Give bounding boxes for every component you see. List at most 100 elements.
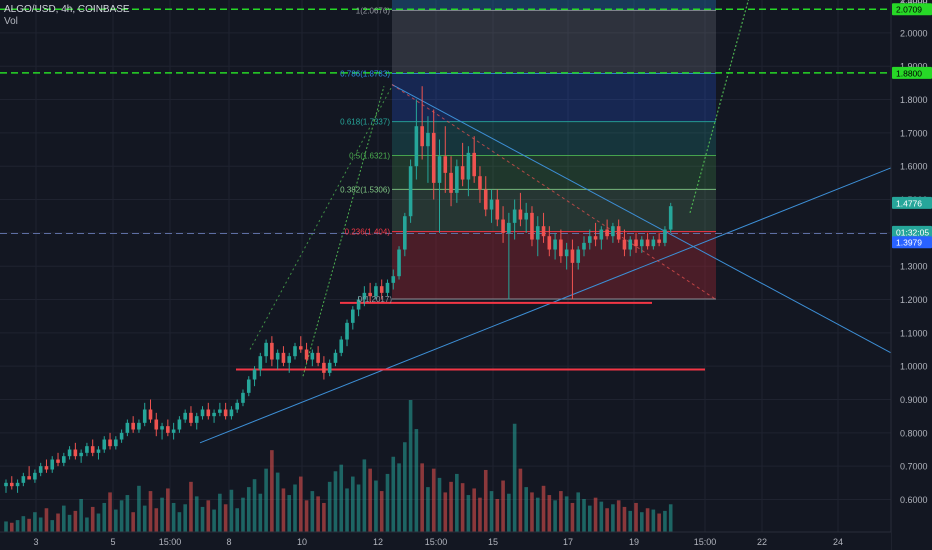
candle-body: [287, 356, 292, 363]
volume-bar: [102, 502, 107, 532]
volume-bar: [166, 488, 170, 532]
candle-body: [576, 249, 581, 263]
candle-body: [44, 466, 49, 470]
volume-bar: [96, 513, 101, 532]
volume-bar: [212, 509, 216, 532]
candle-body: [189, 412, 193, 423]
volume-bar: [206, 500, 211, 532]
volume-bar: [119, 500, 124, 532]
volume-bar: [460, 483, 465, 532]
candle-body: [218, 409, 222, 413]
candle-body: [33, 472, 37, 480]
price-tick-label: 1.1000: [900, 328, 928, 338]
volume-bar: [466, 495, 471, 532]
volume-bar: [171, 502, 176, 532]
candle-body: [385, 282, 390, 293]
volume-bar: [553, 500, 557, 532]
volume-bar: [634, 502, 638, 532]
volume-bar: [356, 484, 361, 532]
trend-drawings: [199, 0, 892, 444]
volume-bar: [414, 429, 419, 532]
price-tick-label: 0.7000: [900, 462, 928, 472]
fib-level-label: 1(2.0676): [356, 6, 391, 15]
candle-body: [668, 206, 673, 230]
candle-body: [374, 286, 378, 297]
fib-level-label: 0.5(1.6321): [349, 152, 390, 161]
volume-bar: [345, 488, 349, 532]
volume-bar: [177, 512, 182, 532]
candle-body: [379, 286, 384, 293]
candle-body: [512, 209, 517, 223]
candle-body: [67, 449, 72, 457]
candle-body: [535, 226, 540, 240]
volume-bar: [663, 510, 667, 532]
candle-body: [651, 239, 656, 247]
volume-bar: [108, 492, 112, 532]
time-tick-label: 8: [226, 537, 231, 547]
volume-bar: [287, 495, 292, 532]
time-tick-label: 10: [297, 537, 307, 547]
price-tick-label: 1.3000: [900, 262, 928, 272]
volume-bar: [564, 496, 569, 532]
candle-body: [362, 292, 367, 300]
volume-bar: [657, 513, 661, 532]
volume-bar: [298, 476, 303, 532]
candle-body: [327, 362, 332, 373]
volume-bar: [368, 468, 372, 532]
volume-bar: [90, 506, 95, 532]
volume-bar: [570, 502, 575, 532]
price-tick-label: 1.7000: [900, 128, 928, 138]
candle-body: [553, 239, 557, 250]
fib-level-label: 0.618(1.7337): [340, 118, 390, 127]
volume-bar: [640, 512, 644, 532]
price-label-tag: [892, 225, 932, 238]
volume-bar: [547, 495, 552, 532]
candle-body: [443, 156, 448, 173]
symbol-title[interactable]: ALGO/USD, 4h, COINBASE: [4, 4, 130, 15]
volume-bar: [73, 510, 78, 532]
candle-body: [518, 209, 523, 220]
volume-bar: [183, 504, 187, 532]
candle-body: [530, 212, 534, 240]
time-tick-label: 5: [110, 537, 115, 547]
candle-body: [56, 459, 60, 463]
candle-body: [541, 226, 546, 237]
descending-trendline: [391, 84, 892, 354]
candle-body: [258, 356, 263, 370]
candle-body: [137, 422, 141, 430]
volume-bar: [154, 508, 159, 532]
volume-bar: [605, 508, 609, 532]
price-label-text: 1.3979: [896, 238, 922, 248]
candle-body: [62, 456, 66, 463]
candle-body: [472, 152, 476, 177]
volume-indicator-label[interactable]: Vol: [4, 16, 18, 27]
price-tick-label: 1.2000: [900, 295, 928, 305]
volume-bar: [27, 518, 31, 532]
volume-bar: [437, 477, 442, 532]
fib-zone: [392, 0, 716, 11]
candle-body: [582, 242, 586, 250]
candle-body: [160, 426, 164, 430]
volume-bar: [559, 491, 563, 532]
price-tick-label: 0.6000: [900, 495, 928, 505]
fib-level-label: 0(1.2017): [358, 295, 393, 304]
candle-body: [322, 362, 326, 373]
candle-body: [79, 452, 83, 457]
candle-body: [564, 249, 569, 257]
volume-bar: [322, 502, 326, 532]
candle-body: [339, 339, 344, 353]
candle-body: [281, 352, 286, 363]
candle-body: [501, 219, 505, 233]
volume-bar: [489, 491, 494, 532]
volume-bar: [67, 514, 72, 532]
volume-bar: [270, 450, 274, 532]
candle-body: [634, 239, 638, 247]
volume-bar: [541, 485, 546, 532]
candle-body: [298, 346, 303, 350]
price-label-tag: [892, 66, 932, 79]
volume-bar: [339, 464, 344, 532]
price-axis[interactable]: [891, 0, 932, 550]
time-axis[interactable]: [0, 532, 891, 550]
